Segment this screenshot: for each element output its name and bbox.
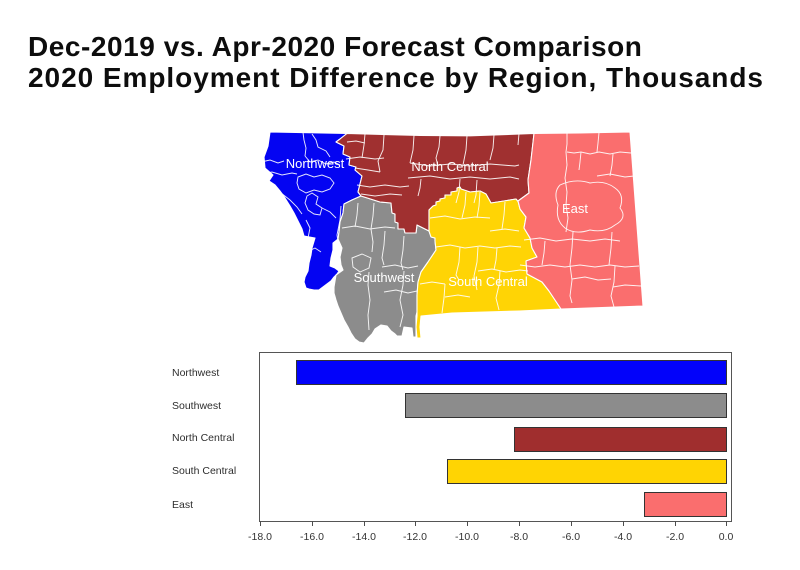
svg-text:North Central: North Central — [411, 159, 488, 174]
svg-text:East: East — [562, 201, 588, 216]
svg-text:Southwest: Southwest — [354, 270, 415, 285]
svg-text:South Central: South Central — [448, 274, 528, 289]
svg-text:Northwest: Northwest — [286, 156, 345, 171]
